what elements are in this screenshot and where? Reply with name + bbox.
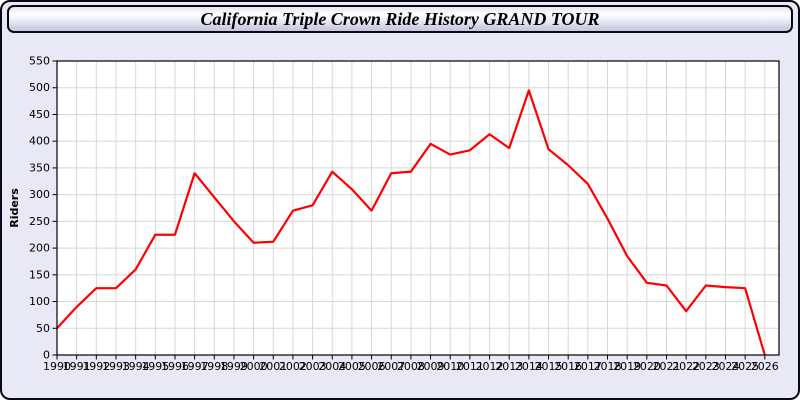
x-tick-label: 2012 [476,360,504,373]
x-tick-label: 2021 [652,360,680,373]
x-tick-label: 2014 [515,360,543,373]
x-tick-label: 1996 [161,360,189,373]
x-tick-label: 1993 [102,360,130,373]
x-tick-label: 2008 [397,360,425,373]
x-tick-label: 1992 [82,360,110,373]
y-tick-label: 100 [29,295,50,308]
x-tick-label: 2018 [594,360,622,373]
plot-background [57,61,779,355]
x-tick-label: 2005 [338,360,366,373]
y-tick-label: 0 [43,349,50,362]
x-tick-label: 2019 [613,360,641,373]
y-tick-label: 400 [29,135,50,148]
x-tick-label: 2020 [633,360,661,373]
x-tick-label: 2001 [259,360,287,373]
x-tick-label: 1997 [181,360,209,373]
y-tick-label: 450 [29,108,50,121]
x-tick-label: 2009 [417,360,445,373]
y-tick-label: 50 [36,322,50,335]
x-tick-label: 2016 [554,360,582,373]
page-title: California Triple Crown Ride History GRA… [200,8,600,29]
x-tick-label: 2002 [279,360,307,373]
x-tick-label: 2015 [535,360,563,373]
x-tick-label: 2017 [574,360,602,373]
x-tick-label: 1994 [122,360,150,373]
x-tick-label: 2000 [240,360,268,373]
x-tick-label: 2022 [672,360,700,373]
x-tick-label: 2006 [358,360,386,373]
x-tick-label: 2011 [456,360,484,373]
x-tick-label: 2013 [495,360,523,373]
y-tick-label: 250 [29,215,50,228]
plot-border [56,60,780,356]
x-tick-label: 2004 [318,360,346,373]
x-tick-label: 2010 [436,360,464,373]
y-tick-label: 150 [29,268,50,281]
y-tick-label: 550 [29,55,50,68]
x-tick-label: 1990 [43,360,71,373]
y-tick-label: 300 [29,188,50,201]
x-tick-label: 2026 [751,360,779,373]
riders-series-line [55,89,766,357]
y-tick-label: 350 [29,161,50,174]
y-tick-label: 500 [29,81,50,94]
x-tick-label: 2003 [299,360,327,373]
x-tick-label: 2025 [731,360,759,373]
y-axis-title: Riders [8,188,21,228]
x-tick-label: 2007 [377,360,405,373]
x-tick-label: 1998 [200,360,228,373]
x-tick-label: 1995 [141,360,169,373]
title-bar: California Triple Crown Ride History GRA… [7,5,793,33]
y-tick-label: 200 [29,242,50,255]
x-tick-label: 1991 [63,360,91,373]
x-tick-label: 2023 [692,360,720,373]
x-tick-label: 1999 [220,360,248,373]
x-tick-label: 2024 [711,360,739,373]
